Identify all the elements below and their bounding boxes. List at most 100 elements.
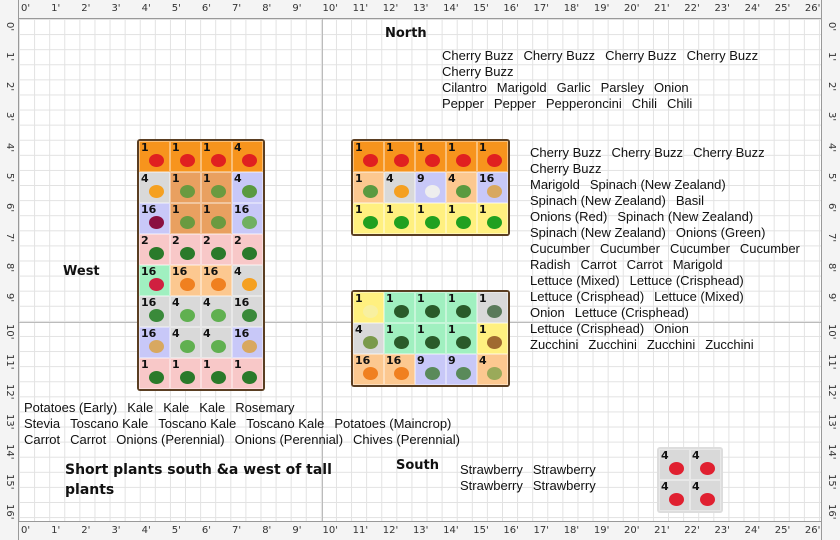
plant-cell[interactable]: 1 — [446, 323, 477, 354]
plant-cell[interactable]: 4 — [232, 141, 263, 172]
ruler-label: 15' — [473, 3, 489, 14]
plant-cell[interactable]: 1 — [201, 141, 232, 172]
plant-count: 1 — [386, 141, 394, 154]
plant-cell[interactable]: 16 — [232, 327, 263, 358]
plant-cell[interactable]: 1 — [353, 172, 384, 203]
plant-icon — [425, 367, 440, 380]
plant-cell[interactable]: 4 — [232, 172, 263, 203]
plant-cell[interactable]: 1 — [477, 292, 508, 323]
plant-cell[interactable]: 1 — [201, 172, 232, 203]
garden-bed[interactable]: 1 1 1 4 4 1 1 4 16 1 1 16 2 2 2 2 16 16 16 4 16 4 4 16 16 4 4 16 1 1 1… — [137, 139, 265, 391]
plant-count: 1 — [203, 203, 211, 216]
plant-cell[interactable]: 4 — [232, 265, 263, 296]
garden-bed[interactable]: 1 1 1 1 1 1 4 9 4 16 1 1 1 1 1 — [351, 139, 510, 236]
plant-cell[interactable]: 1 — [446, 292, 477, 323]
plant-cell[interactable]: 4 — [139, 172, 170, 203]
plant-cell[interactable]: 4 — [690, 449, 721, 480]
plant-cell[interactable]: 4 — [353, 323, 384, 354]
plant-cell[interactable]: 4 — [201, 296, 232, 327]
plant-count: 1 — [355, 203, 363, 216]
plant-cell[interactable]: 1 — [415, 203, 446, 234]
plant-cell[interactable]: 4 — [690, 480, 721, 511]
plant-cell[interactable]: 16 — [384, 354, 415, 385]
plant-icon — [425, 336, 440, 349]
bed-row-labels: Strawberry Strawberry — [460, 478, 650, 494]
plant-label: Cherry Buzz — [442, 48, 514, 63]
plant-label: Carrot — [24, 432, 61, 447]
ruler-label: 19' — [593, 525, 610, 536]
plant-cell[interactable]: 1 — [353, 292, 384, 323]
plant-label: Strawberry — [532, 478, 596, 493]
plant-cell[interactable]: 4 — [659, 449, 690, 480]
ruler-label: 0' — [21, 525, 31, 536]
plant-cell[interactable]: 2 — [139, 234, 170, 265]
plant-cell[interactable]: 2 — [201, 234, 232, 265]
plant-cell[interactable]: 4 — [659, 480, 690, 511]
plant-cell[interactable]: 4 — [201, 327, 232, 358]
plant-cell[interactable]: 16 — [477, 172, 508, 203]
plant-cell[interactable]: 1 — [170, 172, 201, 203]
ruler-label: 14' — [443, 525, 459, 536]
plant-cell[interactable]: 1 — [170, 358, 201, 389]
plant-icon — [242, 216, 257, 229]
plant-cell[interactable]: 4 — [170, 327, 201, 358]
plant-cell[interactable]: 9 — [446, 354, 477, 385]
plant-cell[interactable]: 1 — [477, 141, 508, 172]
plant-cell[interactable]: 1 — [415, 323, 446, 354]
plant-cell[interactable]: 16 — [139, 265, 170, 296]
plant-cell[interactable]: 1 — [384, 323, 415, 354]
ruler-label: 14' — [4, 444, 15, 460]
plant-count: 1 — [417, 323, 425, 336]
plant-cell[interactable]: 1 — [139, 358, 170, 389]
plant-cell[interactable]: 1 — [139, 141, 170, 172]
plant-cell[interactable]: 16 — [139, 296, 170, 327]
plant-cell[interactable]: 1 — [477, 323, 508, 354]
garden-bed[interactable]: 4 4 4 4 — [657, 447, 723, 513]
plant-count: 9 — [417, 354, 425, 367]
plant-count: 1 — [479, 203, 487, 216]
plant-cell[interactable]: 1 — [201, 203, 232, 234]
plant-cell[interactable]: 16 — [232, 203, 263, 234]
plant-cell[interactable]: 1 — [353, 141, 384, 172]
plant-count: 1 — [417, 141, 425, 154]
plant-cell[interactable]: 1 — [446, 203, 477, 234]
plant-cell[interactable]: 1 — [384, 141, 415, 172]
plant-cell[interactable]: 4 — [477, 354, 508, 385]
plant-cell[interactable]: 16 — [170, 265, 201, 296]
garden-note[interactable]: Short plants south &a west of tall plant… — [65, 462, 332, 498]
plant-cell[interactable]: 2 — [170, 234, 201, 265]
plant-cell[interactable]: 1 — [384, 292, 415, 323]
plant-icon — [456, 336, 471, 349]
plant-cell[interactable]: 1 — [415, 292, 446, 323]
plant-cell[interactable]: 16 — [232, 296, 263, 327]
plant-cell[interactable]: 1 — [477, 203, 508, 234]
plant-cell[interactable]: 1 — [201, 358, 232, 389]
ruler-label: 13' — [4, 413, 15, 430]
plant-cell[interactable]: 2 — [232, 234, 263, 265]
ruler-label: 5' — [171, 525, 181, 536]
plant-cell[interactable]: 1 — [446, 141, 477, 172]
plant-count: 1 — [417, 203, 425, 216]
plant-cell[interactable]: 9 — [415, 172, 446, 203]
plant-cell[interactable]: 16 — [201, 265, 232, 296]
plant-icon — [394, 216, 409, 229]
plant-cell[interactable]: 4 — [170, 296, 201, 327]
garden-bed[interactable]: 1 1 1 1 1 4 1 1 1 1 16 16 9 9 4 — [351, 290, 510, 387]
plant-cell[interactable]: 16 — [139, 327, 170, 358]
plant-cell[interactable]: 1 — [415, 141, 446, 172]
plant-cell[interactable]: 1 — [170, 203, 201, 234]
garden-canvas[interactable] — [19, 19, 822, 522]
plant-icon — [487, 154, 502, 167]
bed-row-labels: Marigold Spinach (New Zealand)Spinach (Ne… — [530, 177, 818, 209]
plant-cell[interactable]: 16 — [139, 203, 170, 234]
plant-cell[interactable]: 4 — [384, 172, 415, 203]
plant-icon — [487, 367, 502, 380]
plant-cell[interactable]: 4 — [446, 172, 477, 203]
plant-cell[interactable]: 16 — [353, 354, 384, 385]
ruler-label: 2' — [81, 3, 91, 14]
plant-cell[interactable]: 1 — [170, 141, 201, 172]
plant-cell[interactable]: 1 — [232, 358, 263, 389]
plant-cell[interactable]: 1 — [353, 203, 384, 234]
plant-cell[interactable]: 1 — [384, 203, 415, 234]
plant-cell[interactable]: 9 — [415, 354, 446, 385]
